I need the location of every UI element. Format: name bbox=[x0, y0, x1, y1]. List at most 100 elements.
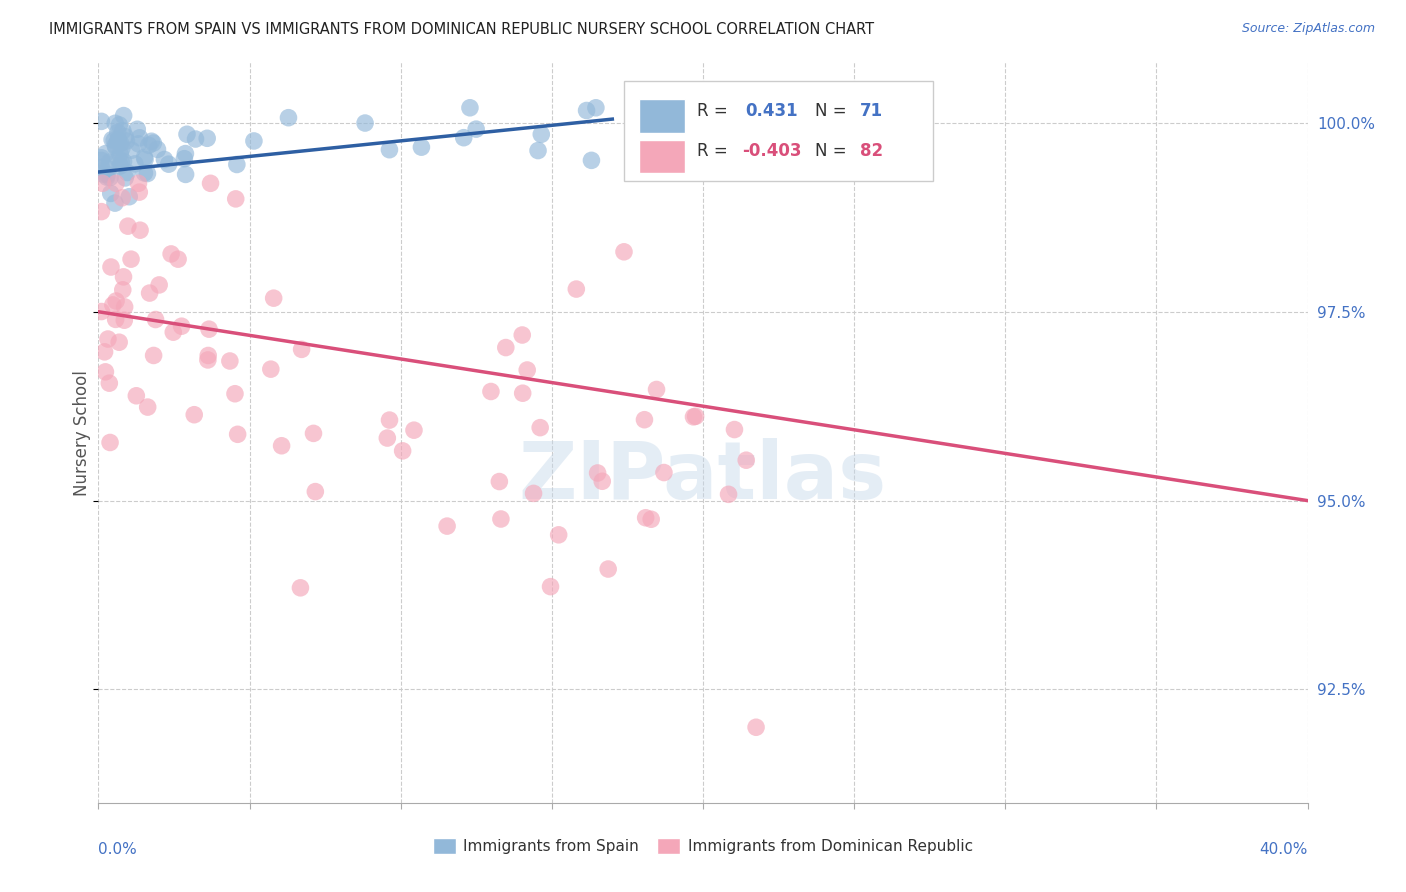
Point bbox=[148, 277, 170, 292]
Point bbox=[142, 349, 165, 363]
Point bbox=[489, 512, 512, 526]
Point bbox=[128, 185, 150, 199]
Point bbox=[98, 435, 121, 450]
Point bbox=[174, 168, 197, 182]
Point bbox=[138, 138, 160, 153]
Point bbox=[685, 409, 707, 424]
Point bbox=[613, 244, 636, 259]
Point bbox=[115, 134, 138, 148]
Point bbox=[378, 143, 401, 157]
Point bbox=[591, 475, 613, 489]
Point bbox=[167, 252, 190, 267]
Point bbox=[136, 400, 159, 414]
Point bbox=[105, 177, 128, 191]
Point bbox=[107, 134, 129, 148]
Point bbox=[652, 466, 675, 480]
Point bbox=[488, 475, 510, 489]
FancyBboxPatch shape bbox=[624, 81, 932, 181]
Point bbox=[127, 122, 149, 136]
Point bbox=[100, 260, 122, 274]
Point bbox=[90, 204, 112, 219]
Point bbox=[111, 283, 134, 297]
Point bbox=[200, 177, 222, 191]
Point bbox=[121, 143, 143, 157]
Point bbox=[225, 157, 247, 171]
Text: N =: N = bbox=[815, 143, 846, 161]
Text: IMMIGRANTS FROM SPAIN VS IMMIGRANTS FROM DOMINICAN REPUBLIC NURSERY SCHOOL CORRE: IMMIGRANTS FROM SPAIN VS IMMIGRANTS FROM… bbox=[49, 22, 875, 37]
Point bbox=[104, 196, 127, 211]
Point bbox=[510, 328, 533, 343]
Point bbox=[114, 170, 136, 185]
Point bbox=[411, 140, 433, 154]
Point bbox=[127, 177, 149, 191]
Point bbox=[134, 150, 156, 164]
Point bbox=[291, 343, 314, 357]
Point bbox=[458, 101, 481, 115]
Text: 40.0%: 40.0% bbox=[1260, 842, 1308, 856]
Point bbox=[723, 423, 745, 437]
Point bbox=[145, 312, 167, 326]
Point bbox=[160, 247, 183, 261]
Point bbox=[183, 408, 205, 422]
Point bbox=[100, 186, 122, 201]
Point bbox=[195, 131, 218, 145]
Point bbox=[745, 720, 768, 734]
Point bbox=[94, 146, 117, 161]
Text: ZIPatlas: ZIPatlas bbox=[519, 438, 887, 516]
Point bbox=[120, 252, 142, 267]
Point bbox=[112, 154, 135, 169]
Point bbox=[479, 384, 502, 399]
Point bbox=[174, 146, 197, 161]
Point bbox=[495, 341, 517, 355]
Point bbox=[146, 142, 169, 156]
Point bbox=[530, 128, 553, 142]
Point bbox=[565, 282, 588, 296]
Point bbox=[436, 519, 458, 533]
Point bbox=[96, 168, 118, 182]
Point bbox=[90, 161, 112, 175]
Point bbox=[645, 383, 668, 397]
Point bbox=[110, 159, 132, 173]
Point bbox=[260, 362, 283, 376]
Point bbox=[162, 325, 184, 339]
Point bbox=[197, 349, 219, 363]
Point bbox=[547, 528, 569, 542]
Point bbox=[118, 190, 141, 204]
Point bbox=[243, 134, 266, 148]
Point bbox=[136, 167, 159, 181]
Point bbox=[94, 365, 117, 379]
Point bbox=[512, 386, 534, 401]
Point bbox=[198, 322, 221, 336]
Bar bbox=[638, 100, 685, 133]
Point bbox=[153, 153, 176, 167]
Point bbox=[110, 155, 132, 169]
Point bbox=[108, 335, 131, 350]
Point bbox=[112, 269, 135, 284]
Point bbox=[90, 151, 112, 165]
Y-axis label: Nursery School: Nursery School bbox=[73, 369, 91, 496]
Point bbox=[117, 165, 139, 179]
Point bbox=[142, 136, 165, 150]
Point bbox=[97, 332, 120, 346]
Point bbox=[108, 118, 131, 132]
Point bbox=[173, 152, 195, 166]
Point bbox=[465, 122, 488, 136]
Point bbox=[93, 344, 115, 359]
Point bbox=[197, 353, 219, 368]
Point bbox=[117, 219, 139, 234]
Point bbox=[225, 192, 247, 206]
Point bbox=[101, 133, 124, 147]
Text: 82: 82 bbox=[860, 143, 883, 161]
Point bbox=[522, 486, 544, 500]
Point bbox=[540, 580, 562, 594]
Point bbox=[157, 157, 180, 171]
Point bbox=[112, 109, 135, 123]
Text: Source: ZipAtlas.com: Source: ZipAtlas.com bbox=[1241, 22, 1375, 36]
Point bbox=[134, 166, 156, 180]
Point bbox=[101, 298, 124, 312]
Point bbox=[634, 510, 657, 524]
Point bbox=[124, 157, 146, 171]
Point bbox=[218, 354, 240, 368]
Point bbox=[104, 116, 127, 130]
Point bbox=[107, 133, 129, 147]
